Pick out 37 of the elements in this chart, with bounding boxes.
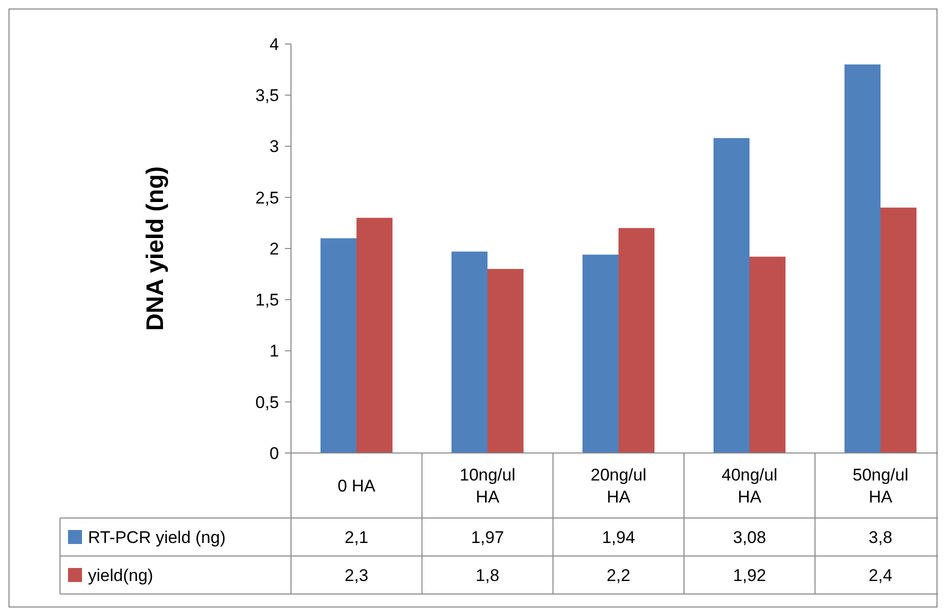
data-label: 3,08 — [732, 528, 766, 547]
y-tick-label: 3 — [270, 137, 279, 156]
x-tick-label: 20ng/ul HA — [590, 465, 646, 506]
bar — [750, 256, 786, 453]
y-tick-label: 4 — [270, 34, 279, 54]
x-tick-label: 40ng/ul HA — [722, 465, 778, 506]
legend-label: RT-PCR yield (ng) — [88, 528, 226, 547]
data-label: 1,94 — [602, 528, 636, 547]
y-tick-label: 1 — [270, 342, 279, 361]
x-tick-label: 0 HA — [338, 476, 376, 496]
data-label: 2,2 — [606, 566, 630, 585]
y-tick-label: 0 — [270, 444, 279, 463]
data-label: 1,92 — [732, 566, 766, 585]
y-tick-label: 2,5 — [255, 188, 279, 208]
data-label: 3,8 — [868, 528, 892, 547]
y-tick-label: 2 — [270, 239, 279, 258]
bar — [714, 138, 750, 453]
y-axis-title: DNA yield (ng) — [142, 166, 169, 331]
bar — [880, 208, 916, 453]
bar — [844, 64, 880, 453]
bar — [356, 218, 392, 453]
data-label: 2,1 — [344, 528, 368, 547]
y-tick-label: 0,5 — [255, 392, 279, 412]
bar — [452, 252, 488, 453]
y-tick-label: 3,5 — [255, 86, 279, 106]
x-tick-label: 10ng/ul HA — [460, 465, 516, 506]
bar — [582, 254, 618, 453]
data-label: 2,4 — [868, 566, 892, 585]
data-label: 1,8 — [476, 566, 500, 585]
x-tick-label: 50ng/ul HA — [852, 465, 908, 506]
bar — [618, 228, 654, 453]
legend-label: yield(ng) — [88, 566, 154, 585]
data-label: 2,3 — [344, 566, 368, 585]
bar — [488, 268, 524, 453]
y-tick-label: 1,5 — [255, 290, 279, 310]
data-label: 1,97 — [470, 528, 504, 547]
bar — [320, 238, 356, 453]
